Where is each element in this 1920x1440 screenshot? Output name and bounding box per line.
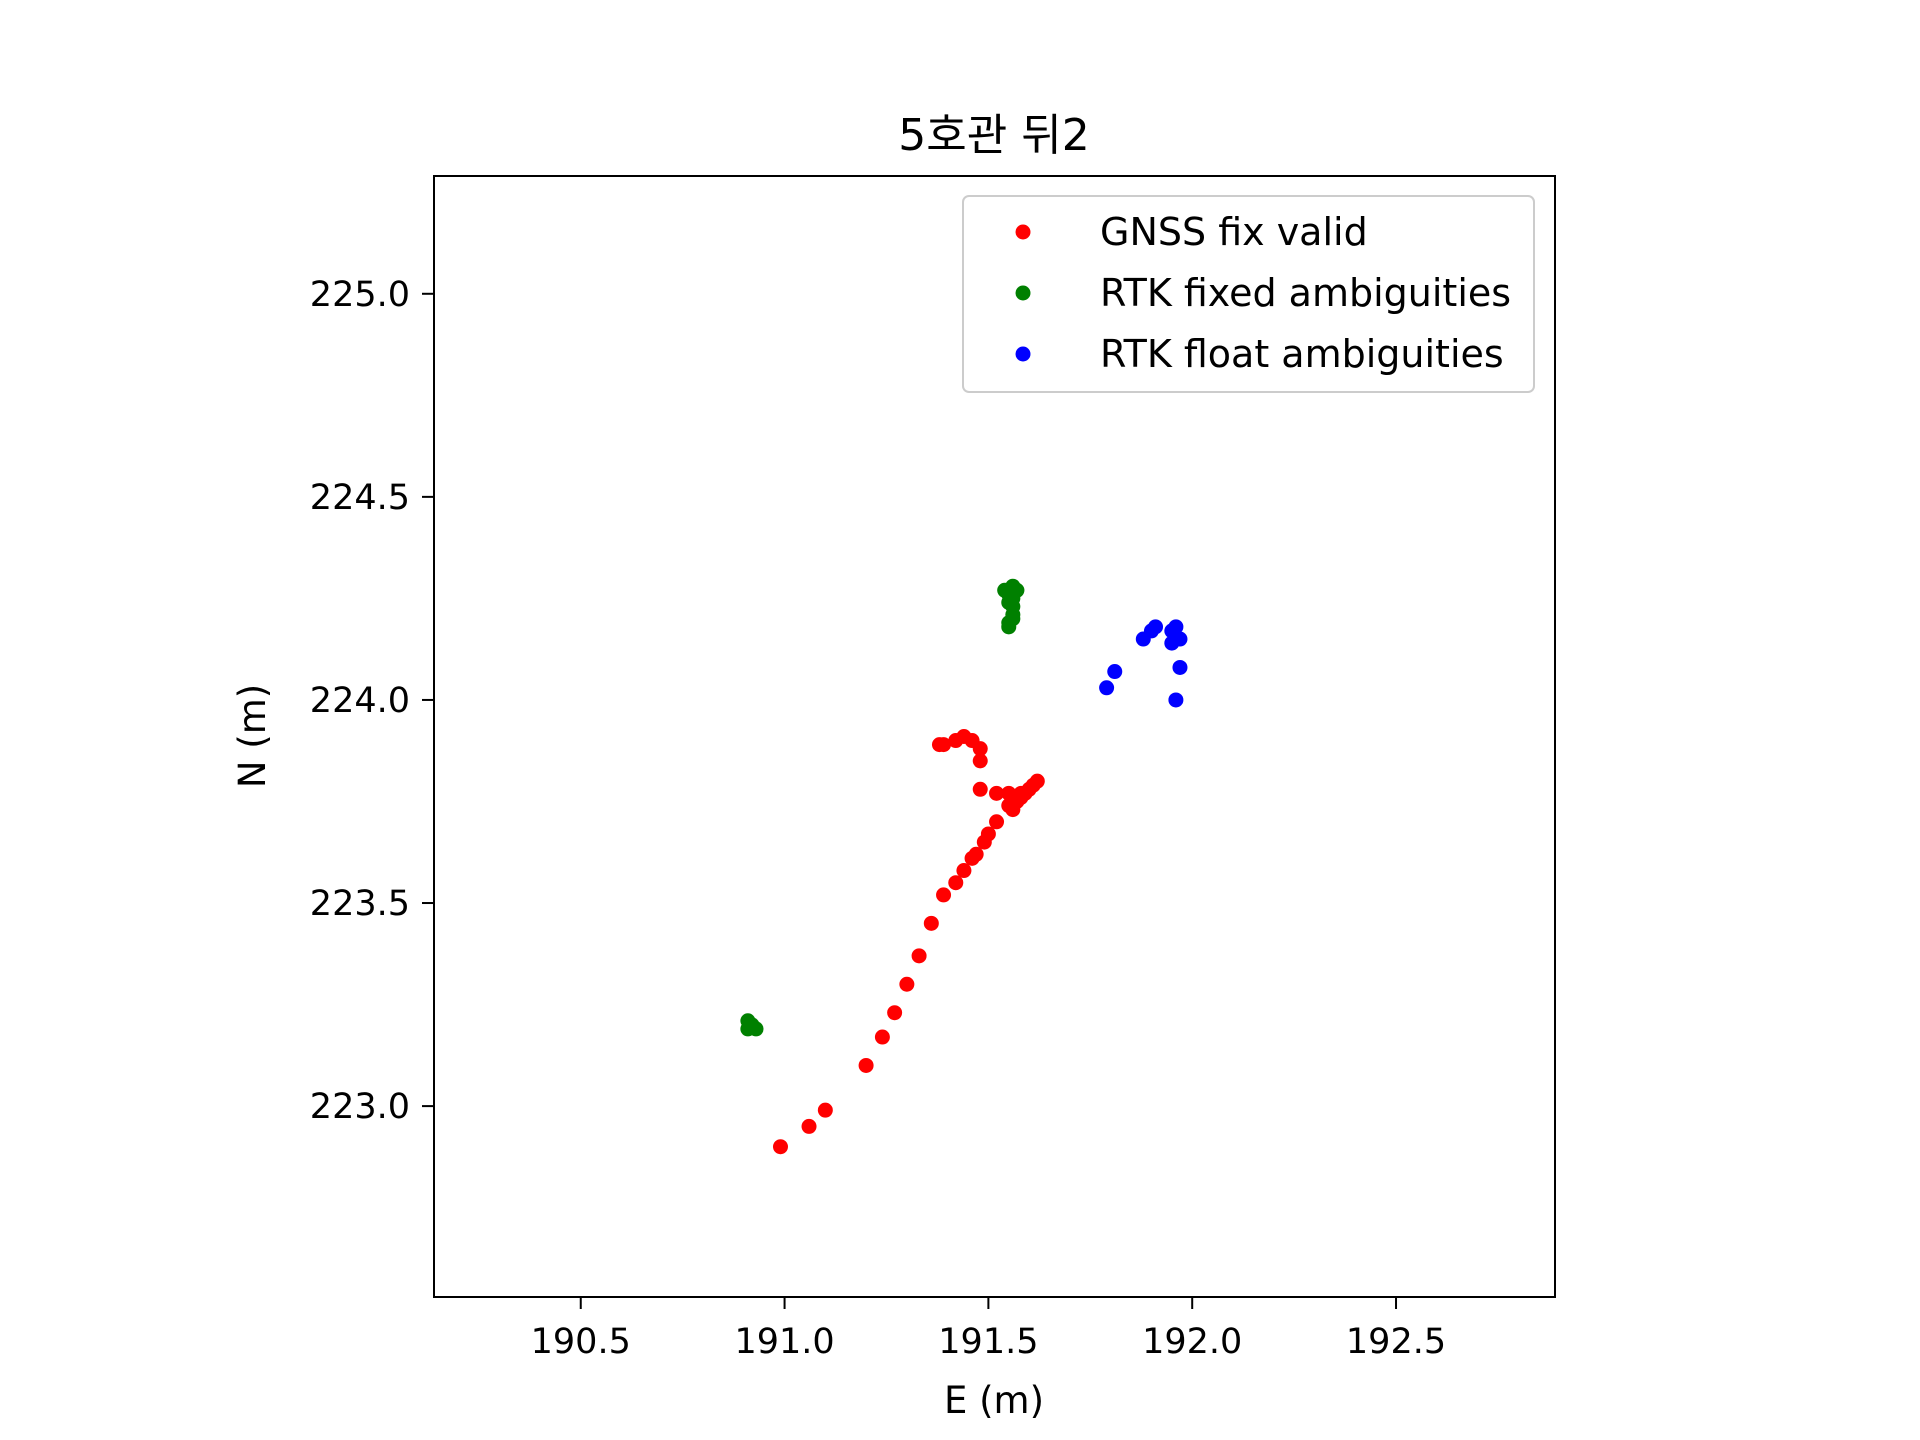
x-axis: 190.5 191.0 191.5 192.0 192.5 — [531, 1297, 1446, 1362]
plot-area — [433, 175, 1556, 1298]
data-points — [740, 578, 1188, 1155]
data-point — [899, 976, 915, 992]
x-tick-label: 191.5 — [938, 1322, 1038, 1362]
legend-label: RTK fixed ambiguities — [1100, 271, 1511, 315]
legend-label: RTK float ambiguities — [1100, 332, 1504, 376]
legend-box — [962, 195, 1535, 393]
data-point — [772, 1139, 788, 1155]
data-point — [923, 915, 939, 931]
y-axis-label: N (m) — [231, 684, 274, 788]
chart-title: 5호관 뒤2 — [898, 110, 1089, 161]
data-point — [748, 1021, 764, 1037]
x-tick-label: 192.5 — [1346, 1322, 1446, 1362]
legend-marker — [1015, 346, 1031, 362]
series-1 — [772, 729, 1045, 1155]
y-tick-label: 224.0 — [310, 681, 410, 721]
data-point — [948, 733, 964, 749]
data-point — [1107, 664, 1123, 680]
y-axis: 223.0 223.5 224.0 224.5 225.0 — [310, 275, 434, 1127]
data-point — [1001, 619, 1017, 635]
data-point — [1148, 619, 1164, 635]
data-point — [931, 737, 947, 753]
data-point — [1005, 590, 1021, 606]
data-point — [956, 863, 972, 879]
series-3 — [1099, 619, 1188, 708]
y-tick-label: 223.5 — [310, 884, 410, 924]
data-point — [817, 1102, 833, 1118]
x-tick-label: 192.0 — [1142, 1322, 1242, 1362]
data-point — [980, 826, 996, 842]
data-point — [1172, 631, 1188, 647]
data-point — [989, 785, 1005, 801]
y-tick-label: 224.5 — [310, 478, 410, 518]
data-point — [1172, 659, 1188, 675]
data-point — [887, 1005, 903, 1021]
data-point — [948, 875, 964, 891]
data-point — [972, 753, 988, 769]
data-point — [936, 887, 952, 903]
legend: GNSS fix valid RTK fixed ambiguities RTK f… — [962, 195, 1535, 393]
x-tick-label: 191.0 — [734, 1322, 834, 1362]
data-point — [1013, 785, 1029, 801]
data-point — [968, 846, 984, 862]
data-point — [911, 948, 927, 964]
x-tick-label: 190.5 — [531, 1322, 631, 1362]
y-tick-label: 223.0 — [310, 1087, 410, 1127]
data-point — [1168, 619, 1184, 635]
data-point — [972, 781, 988, 797]
data-point — [874, 1029, 890, 1045]
data-point — [1168, 692, 1184, 708]
data-point — [1001, 785, 1017, 801]
legend-label: GNSS fix valid — [1100, 210, 1368, 254]
series-2 — [740, 578, 1025, 1037]
x-axis-label: E (m) — [944, 1379, 1044, 1422]
data-point — [1099, 680, 1115, 696]
legend-marker — [1015, 285, 1031, 301]
y-tick-label: 225.0 — [310, 275, 410, 315]
data-point — [801, 1118, 817, 1134]
legend-marker — [1015, 224, 1031, 240]
data-point — [989, 814, 1005, 830]
data-point — [1029, 773, 1045, 789]
data-point — [858, 1057, 874, 1073]
